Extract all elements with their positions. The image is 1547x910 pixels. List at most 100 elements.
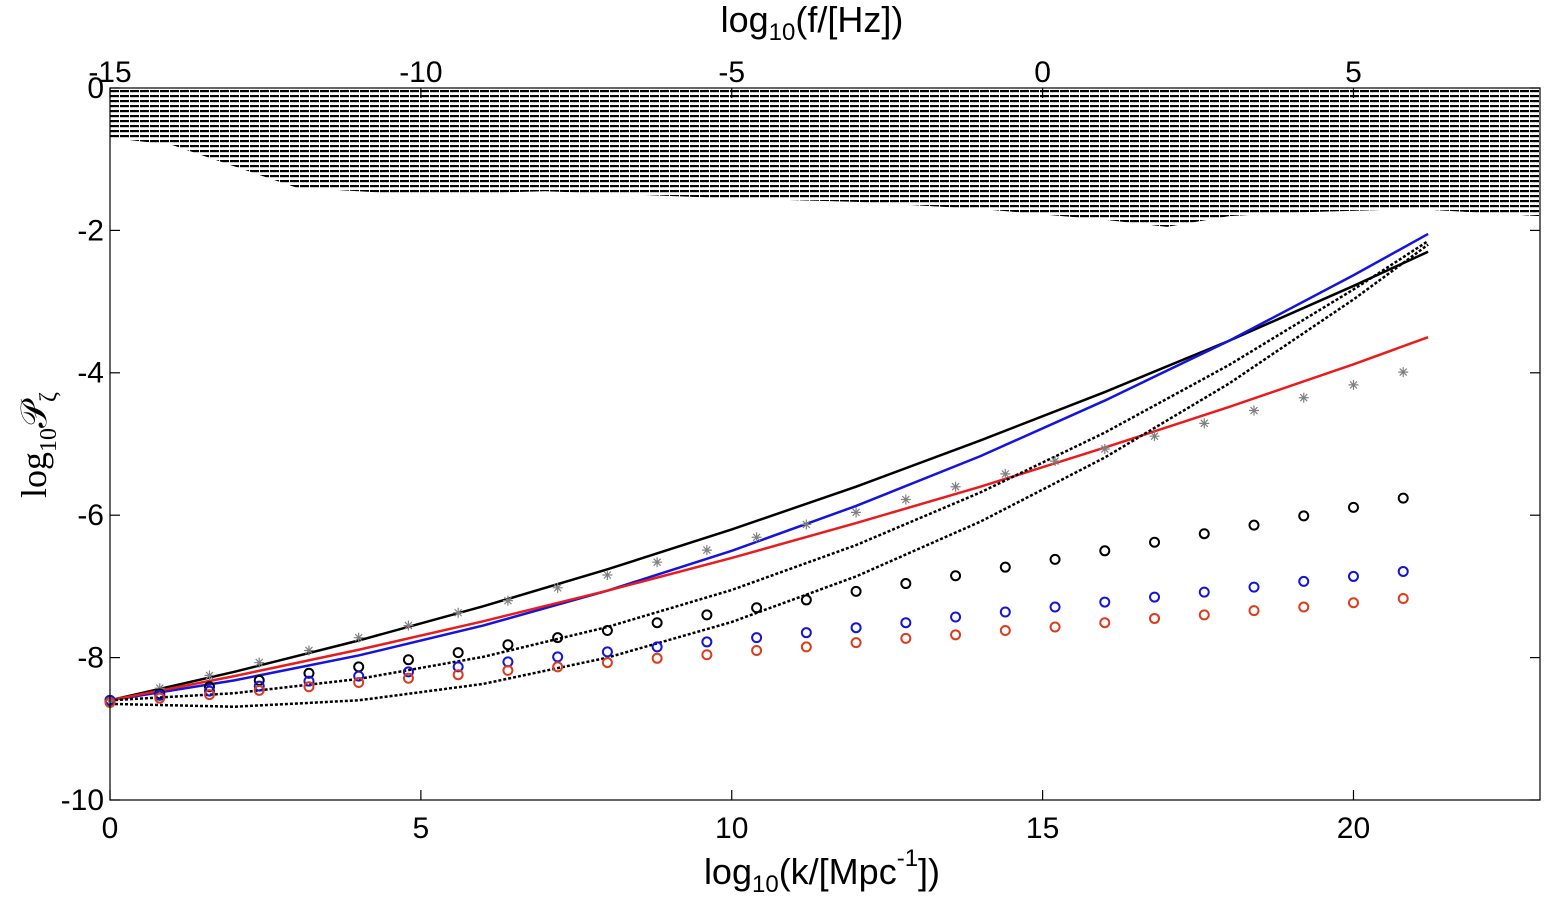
x-label-part: -1 — [897, 845, 918, 872]
y-tick-label: -8 — [77, 642, 104, 675]
x2-tick-label: 5 — [1345, 56, 1362, 89]
marker-circle — [601, 625, 613, 637]
marker-circle — [1397, 492, 1409, 504]
x-label-part: log — [704, 851, 752, 892]
marker-circle — [402, 654, 414, 666]
marker-circle — [950, 570, 962, 582]
marker-circle — [1149, 612, 1161, 624]
marker-asterisk — [1149, 431, 1160, 442]
marker-circle — [1198, 609, 1210, 621]
marker-circle — [402, 666, 414, 678]
x-tick-label: 20 — [1337, 812, 1370, 845]
marker-asterisk — [851, 507, 862, 518]
marker-asterisk — [204, 670, 215, 681]
marker-circle — [800, 594, 812, 606]
marker-asterisk — [1099, 443, 1110, 454]
marker-circle — [800, 627, 812, 639]
marker-circle — [651, 652, 663, 664]
x2-tick-label: -10 — [399, 56, 442, 89]
marker-asterisk — [701, 545, 712, 556]
marker-circle — [552, 661, 564, 673]
marker-circle — [950, 611, 962, 623]
marker-asterisk — [403, 620, 414, 631]
plot-area — [104, 88, 1540, 708]
y-label-part: 10 — [36, 428, 62, 452]
marker-circle — [701, 609, 713, 621]
marker-circle — [1298, 510, 1310, 522]
marker-circle — [452, 647, 464, 659]
x-tick-label: 5 — [413, 812, 430, 845]
marker-circle — [751, 632, 763, 644]
marker-circle — [950, 629, 962, 641]
marker-circle — [751, 602, 763, 614]
marker-circle — [900, 617, 912, 629]
marker-asterisk — [453, 607, 464, 618]
x-tick-label: 15 — [1026, 812, 1059, 845]
marker-circle — [203, 685, 215, 697]
y-tick-label: -4 — [77, 357, 104, 390]
y-tick-label: -2 — [77, 214, 104, 247]
y-label-part: log — [14, 452, 54, 498]
marker-asterisk — [602, 570, 613, 581]
marker-circle — [651, 617, 663, 629]
marker-circle — [303, 675, 315, 687]
marker-circle — [1198, 528, 1210, 540]
marker-circle — [402, 672, 414, 684]
marker-circle — [1198, 586, 1210, 598]
x-label-part: 10 — [752, 871, 779, 898]
marker-circle — [1149, 591, 1161, 603]
marker-circle — [1248, 605, 1260, 617]
marker-circle — [701, 636, 713, 648]
x-tick-label: 0 — [102, 812, 119, 845]
marker-circle — [601, 646, 613, 658]
x2-axis-label: log10(f/[Hz]) — [721, 0, 904, 46]
marker-circle — [1347, 570, 1359, 582]
x2-label-part: 10 — [769, 19, 796, 46]
marker-asterisk — [353, 632, 364, 643]
marker-asterisk — [502, 595, 513, 606]
x2-label-part: log — [721, 0, 769, 40]
marker-circle — [800, 641, 812, 653]
x2-tick-label: -15 — [88, 56, 131, 89]
marker-circle — [452, 669, 464, 681]
marker-asterisk — [254, 657, 265, 668]
marker-circle — [353, 661, 365, 673]
marker-circle — [1298, 601, 1310, 613]
line — [109, 250, 1429, 702]
marker-asterisk — [801, 519, 812, 530]
marker-asterisk — [1398, 367, 1409, 378]
marker-circle — [203, 689, 215, 701]
marker-asterisk — [552, 582, 563, 593]
marker-asterisk — [950, 481, 961, 492]
marker-circle — [1149, 536, 1161, 548]
marker-circle — [353, 677, 365, 689]
marker-circle — [900, 578, 912, 590]
line — [109, 232, 1429, 702]
marker-circle — [1347, 501, 1359, 513]
x2-tick-label: 0 — [1034, 56, 1051, 89]
marker-circle — [701, 649, 713, 661]
marker-circle — [1049, 601, 1061, 613]
marker-circle — [1397, 593, 1409, 605]
marker-circle — [1298, 575, 1310, 587]
marker-asterisk — [1000, 468, 1011, 479]
marker-circle — [303, 681, 315, 693]
marker-circle — [850, 585, 862, 597]
x-tick-label: 10 — [715, 812, 748, 845]
marker-circle — [850, 637, 862, 649]
marker-circle — [502, 664, 514, 676]
axes-box — [109, 87, 1541, 801]
marker-asterisk — [1249, 405, 1259, 416]
marker-asterisk — [303, 645, 314, 656]
y-tick-label: -6 — [77, 499, 104, 532]
marker-circle — [1099, 617, 1111, 629]
x-label-part: (k/[Mpc — [779, 851, 897, 892]
marker-circle — [303, 667, 315, 679]
marker-asterisk — [1298, 392, 1309, 403]
marker-circle — [1397, 565, 1409, 577]
y-tick-label: -10 — [61, 784, 104, 817]
marker-circle — [850, 622, 862, 634]
marker-circle — [999, 561, 1011, 573]
marker-circle — [552, 632, 564, 644]
